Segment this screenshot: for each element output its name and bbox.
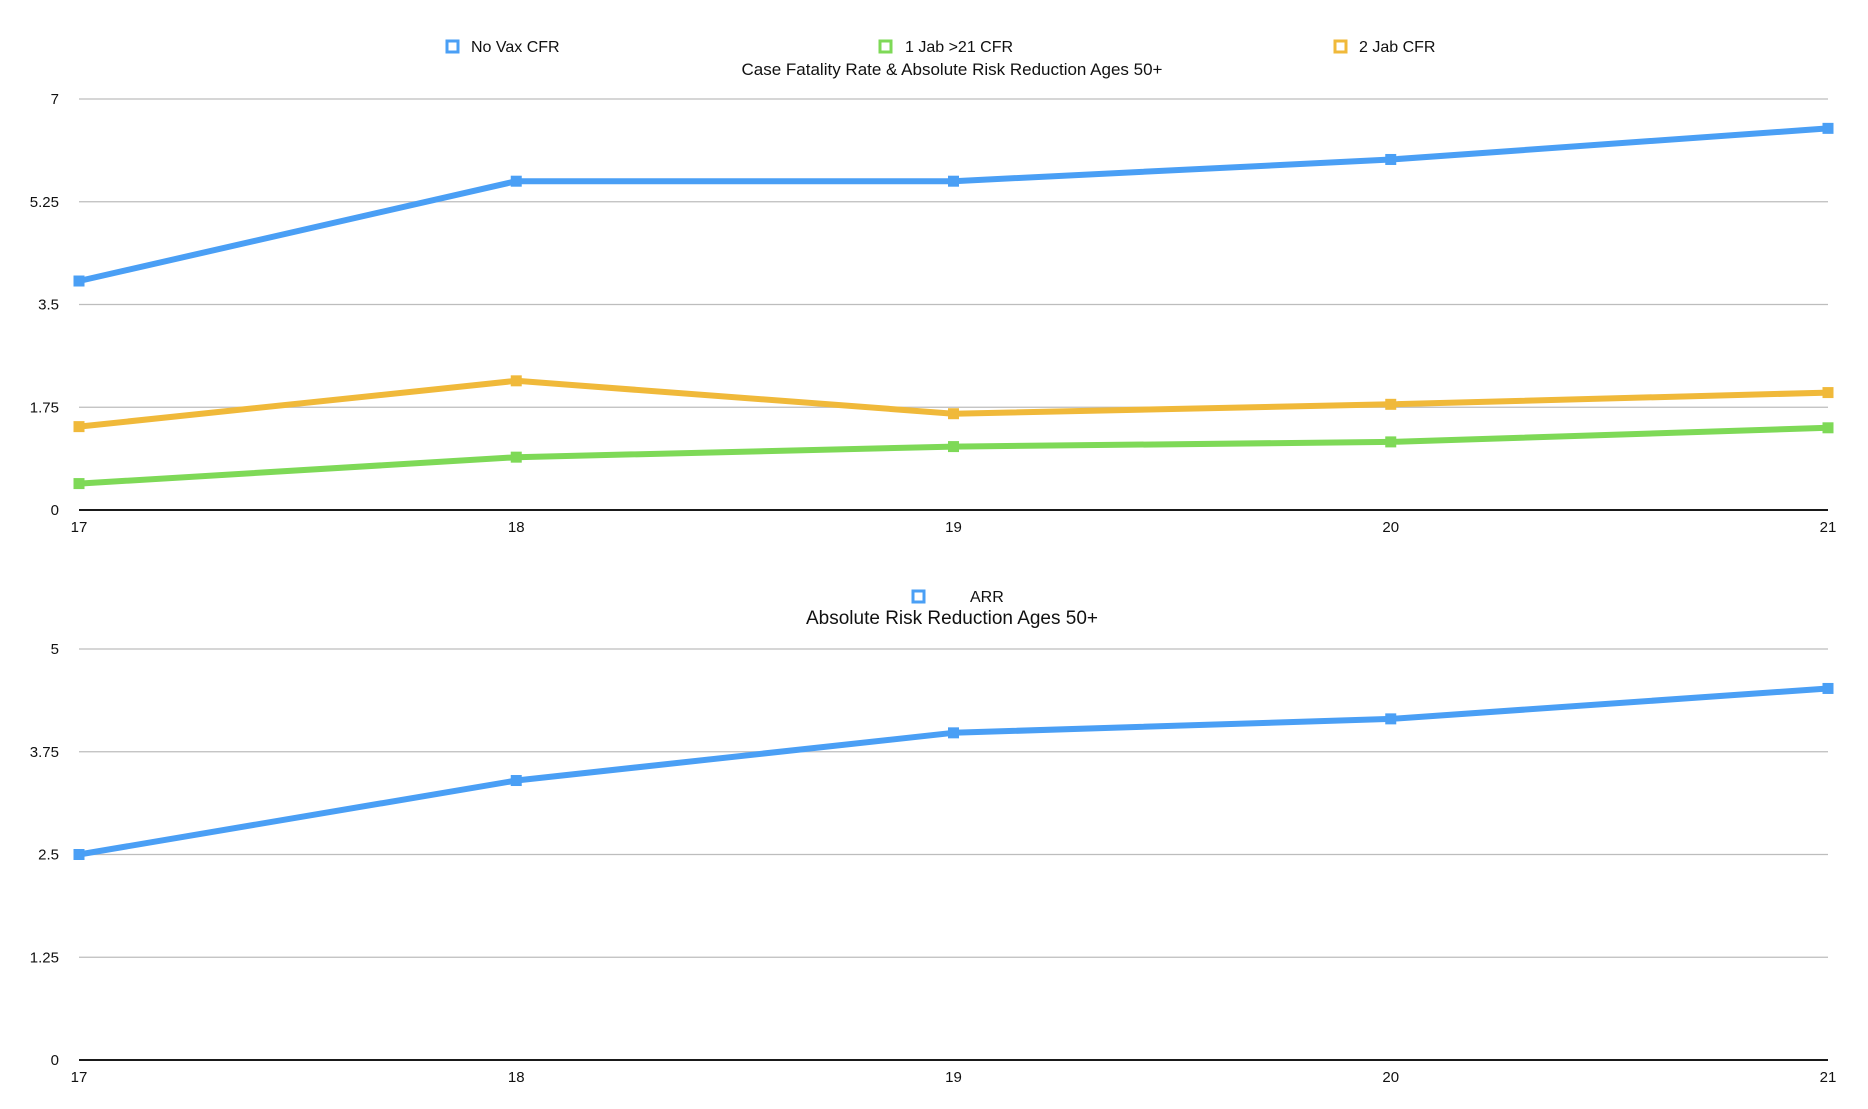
legend-label-2-jab-cfr: 2 Jab CFR xyxy=(1359,39,1435,56)
y-tick-label: 3.5 xyxy=(38,297,59,314)
data-point-arr xyxy=(1385,713,1397,725)
data-point-1-jab-21-cfr xyxy=(1385,436,1397,448)
legend-marker-1-jab-cfr xyxy=(878,39,893,54)
x-tick-label: 17 xyxy=(71,1069,88,1086)
legend-marker-no-vax-cfr xyxy=(445,39,460,54)
x-tick-label: 20 xyxy=(1382,1069,1399,1086)
data-point-2-jab-cfr xyxy=(1385,398,1397,410)
y-tick-label: 7 xyxy=(51,91,59,108)
data-point-no-vax-cfr xyxy=(510,175,522,187)
x-tick-label: 17 xyxy=(71,519,88,536)
legend-label-1-jab-cfr: 1 Jab >21 CFR xyxy=(905,39,1013,56)
y-tick-label: 2.5 xyxy=(38,847,59,864)
chart-2-legend: ARR xyxy=(911,589,1004,606)
series-line-no-vax-cfr xyxy=(76,125,1831,284)
data-point-arr xyxy=(510,775,522,787)
series-line-1-jab-21-cfr xyxy=(76,424,1831,487)
data-point-arr xyxy=(73,849,85,860)
chart-1-legend: No Vax CFR 1 Jab >21 CFR 2 Jab CFR xyxy=(445,39,1435,56)
x-tick-label: 21 xyxy=(1820,1069,1837,1086)
chart-1-plot-area: 0 1.75 3.5 5.25 7 17 18 19 20 21 xyxy=(30,91,1837,536)
y-tick-label: 5.25 xyxy=(30,194,59,211)
y-tick-label: 3.75 xyxy=(30,744,59,761)
chart-2: ARR Absolute Risk Reduction Ages 50+ 0 1.… xyxy=(30,589,1837,1086)
series-line-2-jab-cfr xyxy=(76,377,1831,430)
chart-1-title: Case Fatality Rate & Absolute Risk Reduc… xyxy=(742,60,1163,79)
x-tick-label: 21 xyxy=(1820,519,1837,536)
x-tick-label: 19 xyxy=(945,1069,962,1086)
x-tick-label: 20 xyxy=(1382,519,1399,536)
data-point-1-jab-21-cfr xyxy=(73,478,85,490)
legend-marker-2-jab-cfr xyxy=(1333,39,1348,54)
y-tick-label: 1.75 xyxy=(30,399,59,416)
data-point-arr xyxy=(1822,682,1834,694)
data-point-2-jab-cfr xyxy=(948,408,959,420)
legend-label-arr: ARR xyxy=(970,589,1004,606)
data-point-2-jab-cfr xyxy=(73,421,85,433)
y-tick-label: 0 xyxy=(51,1052,59,1069)
data-point-no-vax-cfr xyxy=(1385,153,1397,165)
x-tick-label: 18 xyxy=(508,1069,525,1086)
data-point-2-jab-cfr xyxy=(1822,387,1834,399)
data-point-no-vax-cfr xyxy=(73,275,85,287)
data-point-1-jab-21-cfr xyxy=(948,441,959,453)
data-point-arr xyxy=(948,727,959,739)
chart-2-plot-area: 0 1.25 2.5 3.75 5 17 18 19 20 21 xyxy=(30,641,1837,1086)
series-line-arr xyxy=(76,685,1831,858)
data-point-1-jab-21-cfr xyxy=(1822,422,1834,434)
legend-marker-arr xyxy=(911,589,926,604)
x-tick-label: 18 xyxy=(508,519,525,536)
data-point-no-vax-cfr xyxy=(948,175,959,187)
x-tick-label: 19 xyxy=(945,519,962,536)
y-tick-label: 0 xyxy=(51,502,59,519)
chart-1: No Vax CFR 1 Jab >21 CFR 2 Jab CFR Case … xyxy=(30,39,1837,536)
data-point-no-vax-cfr xyxy=(1822,122,1834,134)
chart-2-title: Absolute Risk Reduction Ages 50+ xyxy=(806,608,1098,629)
legend-label-no-vax-cfr: No Vax CFR xyxy=(471,39,560,56)
y-tick-label: 5 xyxy=(51,641,59,658)
data-point-1-jab-21-cfr xyxy=(510,451,522,463)
y-tick-label: 1.25 xyxy=(30,949,59,966)
data-point-2-jab-cfr xyxy=(510,375,522,387)
